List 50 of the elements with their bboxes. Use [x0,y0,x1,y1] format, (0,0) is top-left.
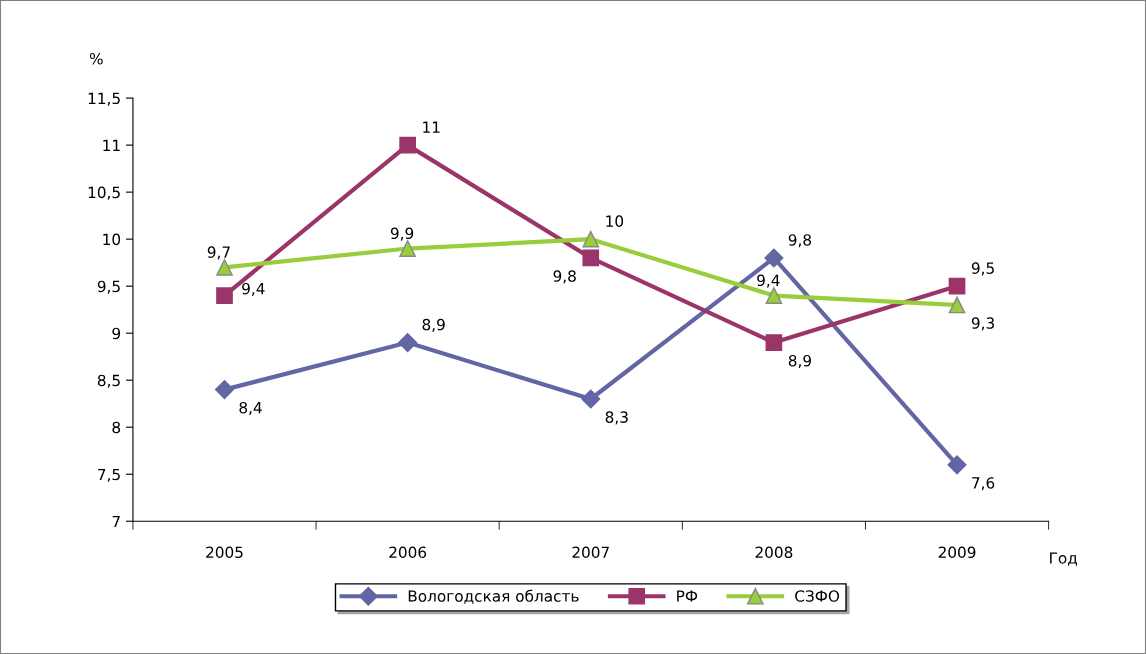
y-axis-title: % [89,52,103,65]
data-label: 9,8 [788,234,812,248]
data-label: 9,7 [207,246,230,260]
point [582,230,600,248]
data-label: 8,9 [422,318,445,332]
x-tick-label: 2009 [938,546,976,559]
point [216,287,233,304]
point [581,389,601,409]
point [214,380,235,400]
point [765,287,783,304]
y-tick-label: 11 [103,139,120,151]
data-label: 9,5 [971,262,994,276]
x-axis-title: Год [1050,552,1078,566]
y-tick-label: 8 [112,421,121,434]
point [399,136,416,154]
legend-label: Вологодская область [408,589,579,604]
point [582,249,600,267]
point [216,259,233,276]
data-label: 10 [606,215,624,227]
data-label: 9,3 [971,317,994,331]
y-tick-label: 7,5 [98,468,120,482]
data-label: 9,4 [757,274,780,288]
point [765,334,783,351]
data-label: 9,9 [390,227,414,241]
data-label: 8,3 [605,411,628,425]
point [398,333,418,353]
point [947,455,967,475]
point [948,296,966,314]
point [948,277,966,295]
y-tick-label: 7 [112,515,120,528]
y-tick-label: 9,5 [97,280,120,294]
data-label: 8,4 [239,401,262,416]
x-tick-label: 2008 [755,546,793,559]
x-tick-label: 2006 [389,546,427,559]
y-tick-label: 10 [103,233,121,246]
y-tick-label: 10,5 [88,186,120,200]
point [764,248,784,268]
x-tick-label: 2007 [572,546,609,559]
point [399,240,416,257]
legend-label: РФ [677,590,698,602]
y-tick-label: 8,5 [97,374,120,388]
y-tick-label: 9 [112,327,121,340]
y-tick-label: 11,5 [88,92,120,106]
legend-label: СЗФО [795,590,840,602]
data-label: 9,8 [553,270,576,284]
data-label: 8,9 [788,354,812,369]
data-label: 9,4 [242,282,265,296]
data-label: 7,6 [972,477,995,491]
x-tick-label: 2005 [206,546,243,559]
data-label: 11 [423,121,440,133]
